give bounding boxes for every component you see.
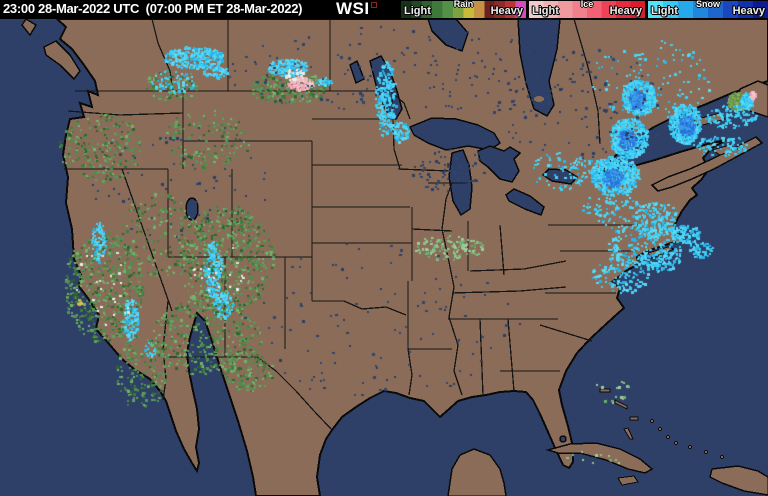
legend-ice-title: Ice [580,0,594,9]
legend-snow-title: Snow [696,0,720,9]
title-bar: 23:00 28-Mar-2022 UTC (07:00 PM ET 28-Ma… [0,0,768,19]
legend-rain-heavy-label: Heavy [490,5,523,17]
legend-ice-heavy-label: Heavy [609,5,642,17]
legend-snow-heavy-label: Heavy [732,5,765,17]
legend-ice-light-label: Light [532,5,559,17]
wsi-logo: WSI [336,0,377,19]
precip-legend: Rain Light Heavy Ice Light Heavy Snow Li… [401,0,768,19]
legend-rain-title: Rain [453,0,474,9]
legend-ice-gradient: Ice Light Heavy [529,0,645,18]
wsi-trademark-square-icon [370,2,377,8]
wsi-logo-text: WSI [336,0,370,18]
radar-echo-layer [0,19,768,496]
legend-snow-light-label: Light [651,5,678,17]
legend-rain-light-label: Light [404,5,431,17]
legend-rain-gradient: Rain Light Heavy [401,0,526,18]
legend-snow-gradient: Snow Light Heavy [648,0,768,18]
timestamp-text: 23:00 28-Mar-2022 UTC (07:00 PM ET 28-Ma… [3,1,303,16]
radar-map [0,19,768,496]
